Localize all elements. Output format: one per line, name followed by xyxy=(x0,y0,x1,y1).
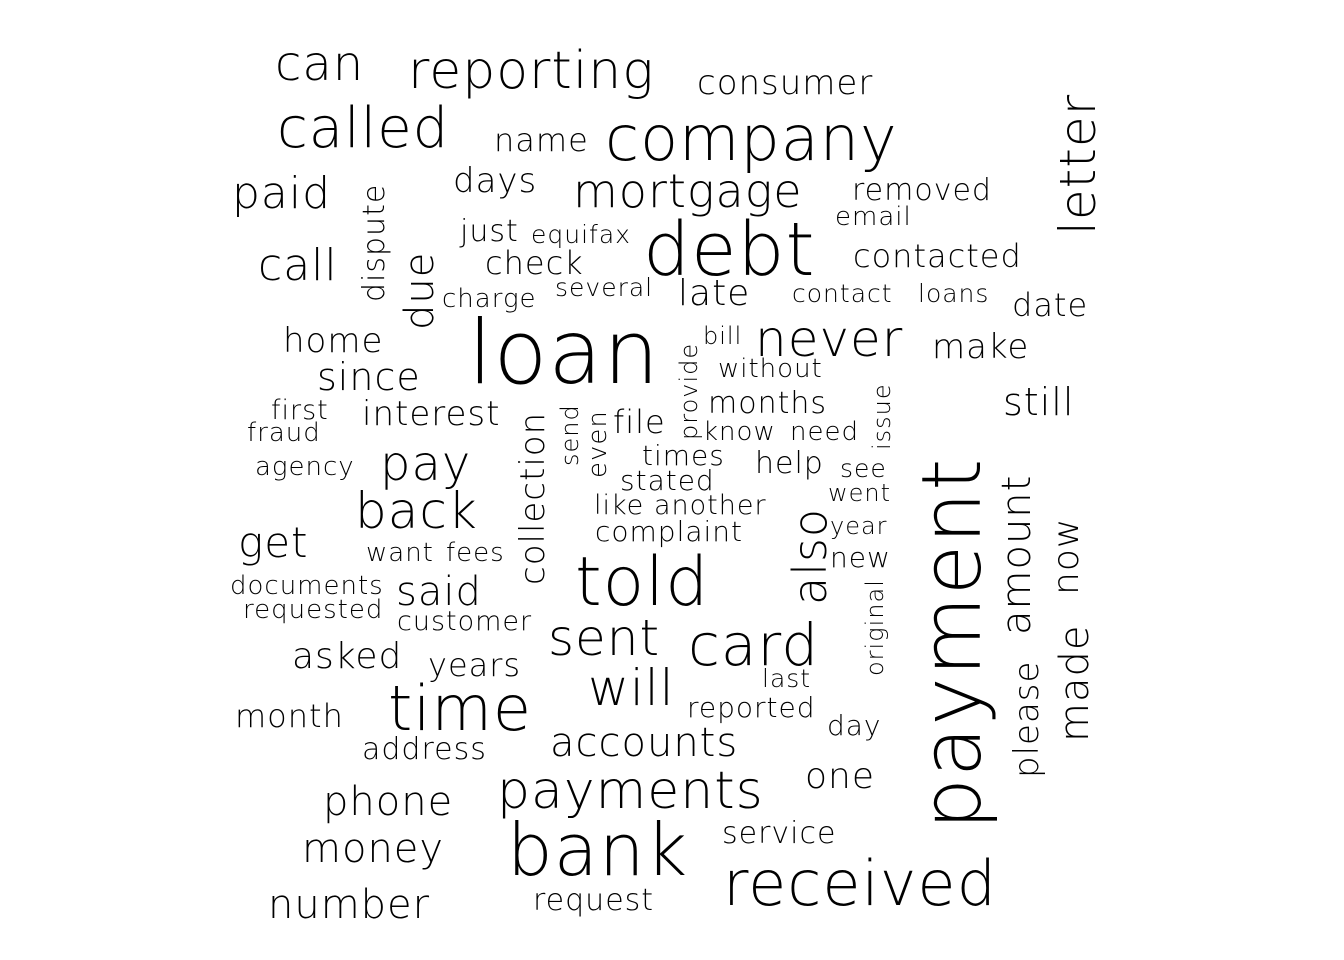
word-several: several xyxy=(555,273,653,302)
word-contact: contact xyxy=(792,279,893,308)
word-month: month xyxy=(235,697,344,735)
word-see: see xyxy=(840,454,887,483)
word-year: year xyxy=(830,512,888,540)
word-number: number xyxy=(268,882,430,928)
word-date: date xyxy=(1012,286,1088,324)
word-pay: pay xyxy=(380,436,471,492)
word-bank: bank xyxy=(507,808,688,892)
word-issue: issue xyxy=(868,383,896,450)
word-payment: payment xyxy=(905,458,1000,830)
word-stated: stated xyxy=(620,464,715,497)
word-last: last xyxy=(762,664,811,693)
word-help: help xyxy=(755,446,824,481)
word-complaint: complaint xyxy=(595,515,743,548)
word-another: another xyxy=(654,490,767,521)
word-want: want xyxy=(366,538,434,568)
word-charge: charge xyxy=(442,284,537,314)
word-paid: paid xyxy=(232,168,331,219)
word-phone: phone xyxy=(323,779,453,825)
word-just: just xyxy=(459,214,519,249)
word-please: please xyxy=(1007,661,1047,778)
word-new: new xyxy=(830,541,891,574)
word-reported: reported xyxy=(687,691,816,724)
word-letter: letter xyxy=(1049,94,1107,235)
word-collection: collection xyxy=(513,412,553,585)
word-interest: interest xyxy=(362,394,500,434)
word-first: first xyxy=(271,395,329,426)
word-email: email xyxy=(835,202,912,232)
word-years: years xyxy=(428,646,521,684)
word-received: received xyxy=(723,847,997,920)
word-card: card xyxy=(688,611,819,679)
word-provide: provide xyxy=(675,343,703,440)
word-will: will xyxy=(588,659,675,717)
word-fees: fees xyxy=(446,538,505,568)
word-called: called xyxy=(277,96,449,161)
word-consumer: consumer xyxy=(697,63,873,103)
word-company: company xyxy=(605,102,898,175)
word-accounts: accounts xyxy=(550,720,738,766)
word-payments: payments xyxy=(497,761,764,821)
word-sent: sent xyxy=(548,609,660,667)
word-day: day xyxy=(827,709,882,742)
word-customer: customer xyxy=(397,606,532,637)
word-agency: agency xyxy=(255,452,355,482)
word-times: times xyxy=(642,439,725,472)
word-told: told xyxy=(575,543,709,622)
word-equifax: equifax xyxy=(531,220,631,249)
word-still: still xyxy=(1003,380,1074,424)
word-back: back xyxy=(355,482,478,540)
word-home: home xyxy=(283,321,383,361)
word-one: one xyxy=(805,756,875,797)
word-call: call xyxy=(258,240,338,291)
word-asked: asked xyxy=(292,636,402,677)
word-loan: loan xyxy=(468,301,660,404)
word-like: like xyxy=(594,490,644,521)
word-name: name xyxy=(494,121,589,159)
word-get: get xyxy=(238,518,309,567)
word-service: service xyxy=(722,816,836,851)
word-request: request xyxy=(533,883,654,918)
word-mortgage: mortgage xyxy=(573,164,803,218)
word-debt: debt xyxy=(643,207,816,293)
word-reporting: reporting xyxy=(408,41,654,101)
word-amount: amount xyxy=(994,475,1040,635)
word-loans: loans xyxy=(918,279,989,308)
word-file: file xyxy=(613,403,666,441)
word-went: went xyxy=(828,479,891,507)
word-money: money xyxy=(302,826,444,872)
word-check: check xyxy=(485,244,584,282)
word-removed: removed xyxy=(852,173,992,208)
word-send: send xyxy=(556,404,584,466)
word-contacted: contacted xyxy=(853,237,1022,275)
word-requested: requested xyxy=(243,595,383,625)
word-without: without xyxy=(718,354,823,384)
word-make: make xyxy=(932,327,1029,367)
word-even: even xyxy=(583,410,613,478)
word-made: made xyxy=(1052,625,1098,742)
word-never: never xyxy=(755,310,903,368)
word-documents: documents xyxy=(230,571,384,601)
word-can: can xyxy=(275,36,364,92)
word-months: months xyxy=(708,386,827,421)
word-now: now xyxy=(1046,518,1087,595)
word-time: time xyxy=(388,672,532,745)
word-also: also xyxy=(783,508,837,605)
word-address: address xyxy=(362,732,487,767)
word-since: since xyxy=(317,355,421,399)
word-bill: bill xyxy=(703,322,742,350)
word-fraud: fraud xyxy=(247,418,321,448)
word-due: due xyxy=(397,252,443,330)
word-said: said xyxy=(396,569,482,615)
word-days: days xyxy=(453,161,537,201)
word-dispute: dispute xyxy=(357,184,392,302)
word-original: original xyxy=(861,579,889,676)
word-know: know xyxy=(703,417,776,447)
word-late: late xyxy=(678,273,750,314)
word-need: need xyxy=(790,417,859,447)
